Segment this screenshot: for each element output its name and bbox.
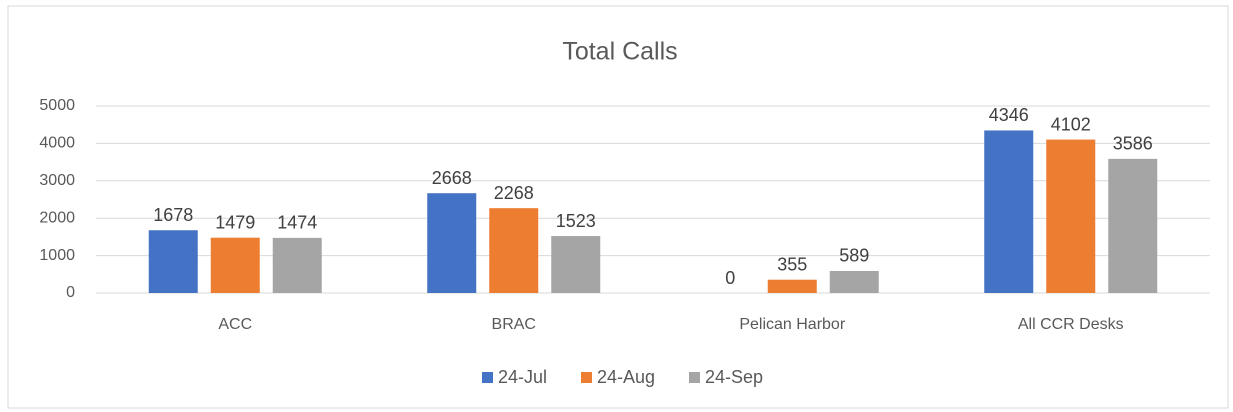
data-label: 0 <box>725 268 735 288</box>
bar <box>272 237 322 293</box>
bar <box>1046 139 1096 293</box>
data-label: 2268 <box>494 183 534 203</box>
bar <box>210 237 260 293</box>
data-label: 1523 <box>556 211 596 231</box>
legend-label: 24-Sep <box>705 367 763 387</box>
data-label: 1479 <box>215 212 255 232</box>
y-tick-label: 3000 <box>39 172 75 189</box>
chart-title: Total Calls <box>562 38 677 66</box>
y-tick-label: 0 <box>66 284 75 301</box>
data-label: 4102 <box>1051 114 1091 134</box>
y-tick-label: 5000 <box>39 97 75 114</box>
data-label: 1474 <box>277 213 317 233</box>
data-label: 2668 <box>432 168 472 188</box>
bar <box>148 230 198 293</box>
legend-swatch <box>581 372 592 383</box>
x-tick-label: All CCR Desks <box>1018 316 1124 333</box>
bar <box>427 193 477 293</box>
data-label: 589 <box>839 246 869 266</box>
bar <box>829 270 879 293</box>
data-label: 355 <box>777 254 807 274</box>
bar <box>551 236 601 293</box>
y-tick-label: 4000 <box>39 135 75 152</box>
y-tick-label: 1000 <box>39 247 75 264</box>
bar <box>767 279 817 293</box>
x-tick-label: Pelican Harbor <box>739 316 846 333</box>
bar <box>984 130 1034 293</box>
x-tick-label: ACC <box>218 316 252 333</box>
x-tick-label: BRAC <box>492 316 536 333</box>
data-label: 4346 <box>989 105 1029 125</box>
legend-label: 24-Aug <box>597 367 655 387</box>
legend-swatch <box>689 372 700 383</box>
data-label: 1678 <box>153 205 193 225</box>
legend-swatch <box>482 372 493 383</box>
legend-label: 24-Jul <box>498 367 547 387</box>
bar <box>489 208 539 293</box>
data-label: 3586 <box>1113 134 1153 154</box>
bar <box>1108 158 1158 293</box>
y-tick-label: 2000 <box>39 209 75 226</box>
